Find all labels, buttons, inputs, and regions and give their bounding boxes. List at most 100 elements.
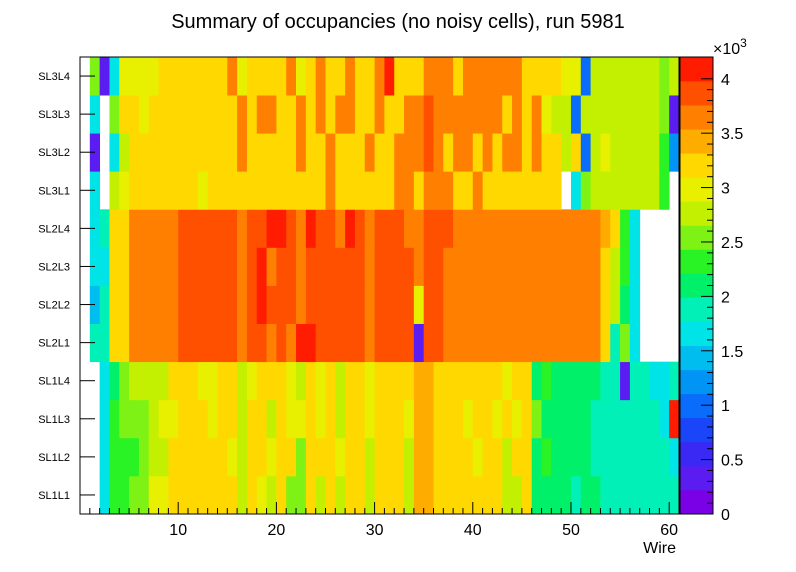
heatmap-cell xyxy=(364,133,375,172)
heatmap-cell xyxy=(502,361,513,401)
heatmap-cell xyxy=(246,361,258,401)
heatmap-cell xyxy=(384,247,395,286)
heatmap-cell xyxy=(197,361,209,401)
heatmap-cell xyxy=(394,475,405,515)
heatmap-cell xyxy=(148,285,159,324)
heatmap-cell xyxy=(178,475,189,515)
heatmap-cell xyxy=(158,399,169,439)
heatmap-cell xyxy=(168,95,179,134)
heatmap-cell xyxy=(119,171,130,210)
heatmap-cell xyxy=(138,323,150,363)
heatmap-cell xyxy=(335,361,346,401)
heatmap-cell xyxy=(521,95,533,134)
heatmap-cell xyxy=(472,209,484,248)
heatmap-cell xyxy=(502,95,513,134)
heatmap-cell xyxy=(600,209,611,248)
heatmap-cell xyxy=(158,437,169,477)
heatmap-cell xyxy=(384,209,395,248)
heatmap-cell xyxy=(237,399,248,439)
heatmap-cell xyxy=(472,285,484,324)
heatmap-cell xyxy=(462,437,474,477)
heatmap-cell xyxy=(335,247,346,286)
heatmap-cell xyxy=(492,171,503,210)
heatmap-cell xyxy=(413,57,425,96)
heatmap-cell xyxy=(472,247,484,286)
heatmap-cell xyxy=(443,323,454,363)
heatmap-cell xyxy=(394,285,405,324)
heatmap-cell xyxy=(453,323,464,363)
heatmap-cell xyxy=(374,437,385,477)
heatmap-cell xyxy=(453,171,464,210)
heatmap-cell xyxy=(551,57,562,96)
heatmap-cell xyxy=(482,399,493,439)
heatmap-cell xyxy=(374,361,385,401)
heatmap-cell xyxy=(325,247,336,286)
y-tick-label: SL1L2 xyxy=(38,452,70,464)
heatmap-cell xyxy=(364,95,375,134)
heatmap-cell xyxy=(286,133,297,172)
heatmap-cell xyxy=(99,285,110,324)
colorbar-swatch xyxy=(680,393,713,419)
colorbar-tick-label: 1 xyxy=(721,398,730,415)
heatmap-cell xyxy=(620,437,631,477)
heatmap-cell xyxy=(227,171,238,210)
heatmap-cell xyxy=(394,57,405,96)
heatmap-cell xyxy=(590,95,601,134)
heatmap-cell xyxy=(99,247,110,286)
heatmap-cell xyxy=(276,95,287,134)
heatmap-cell xyxy=(433,247,444,286)
heatmap-cell xyxy=(345,95,356,134)
heatmap-cell xyxy=(659,399,670,439)
heatmap-cell xyxy=(335,57,346,96)
heatmap-cell xyxy=(502,323,513,363)
heatmap-cell xyxy=(521,323,533,363)
colorbar-swatch xyxy=(680,81,713,106)
heatmap-cell xyxy=(482,209,493,248)
heatmap-cell xyxy=(531,475,542,515)
heatmap-cell xyxy=(423,475,434,515)
heatmap-cell xyxy=(620,399,631,439)
heatmap-cell xyxy=(443,133,454,172)
heatmap-cell xyxy=(345,209,356,248)
heatmap-cell xyxy=(531,171,542,210)
heatmap-cell xyxy=(551,247,562,286)
heatmap-cell xyxy=(423,57,434,96)
heatmap-cell xyxy=(443,209,454,248)
heatmap-cell xyxy=(462,209,474,248)
heatmap-cell xyxy=(99,209,110,248)
heatmap-cell xyxy=(335,209,346,248)
heatmap-cell xyxy=(453,133,464,172)
heatmap-cell xyxy=(384,285,395,324)
heatmap-cell xyxy=(158,361,169,401)
heatmap-cell xyxy=(384,475,395,515)
heatmap-cell xyxy=(531,437,542,477)
heatmap-cell xyxy=(178,209,189,248)
heatmap-cell xyxy=(207,57,218,96)
heatmap-cell xyxy=(158,475,169,515)
heatmap-cell xyxy=(119,133,130,172)
heatmap-cell xyxy=(246,285,258,324)
heatmap-cell xyxy=(462,133,474,172)
heatmap-cell xyxy=(394,95,405,134)
colorbar-swatch xyxy=(680,177,713,202)
heatmap-cell xyxy=(296,285,307,324)
heatmap-cell xyxy=(207,247,218,286)
heatmap-cell xyxy=(197,95,209,134)
heatmap-cell xyxy=(433,437,444,477)
heatmap-cell xyxy=(374,399,385,439)
heatmap-cell xyxy=(354,323,366,363)
y-tick-label: SL3L4 xyxy=(38,71,70,83)
heatmap-cell xyxy=(256,437,267,477)
heatmap-cell xyxy=(296,57,307,96)
heatmap-cell xyxy=(286,361,297,401)
heatmap-cell xyxy=(453,285,464,324)
heatmap-cell xyxy=(276,475,287,515)
heatmap-cell xyxy=(669,475,680,515)
heatmap-cell xyxy=(138,171,150,210)
heatmap-cell xyxy=(472,323,484,363)
y-tick-label: SL1L1 xyxy=(38,490,70,502)
heatmap-cell xyxy=(354,209,366,248)
heatmap-cell xyxy=(453,475,464,515)
heatmap-cell xyxy=(305,437,317,477)
heatmap-cell xyxy=(286,57,297,96)
